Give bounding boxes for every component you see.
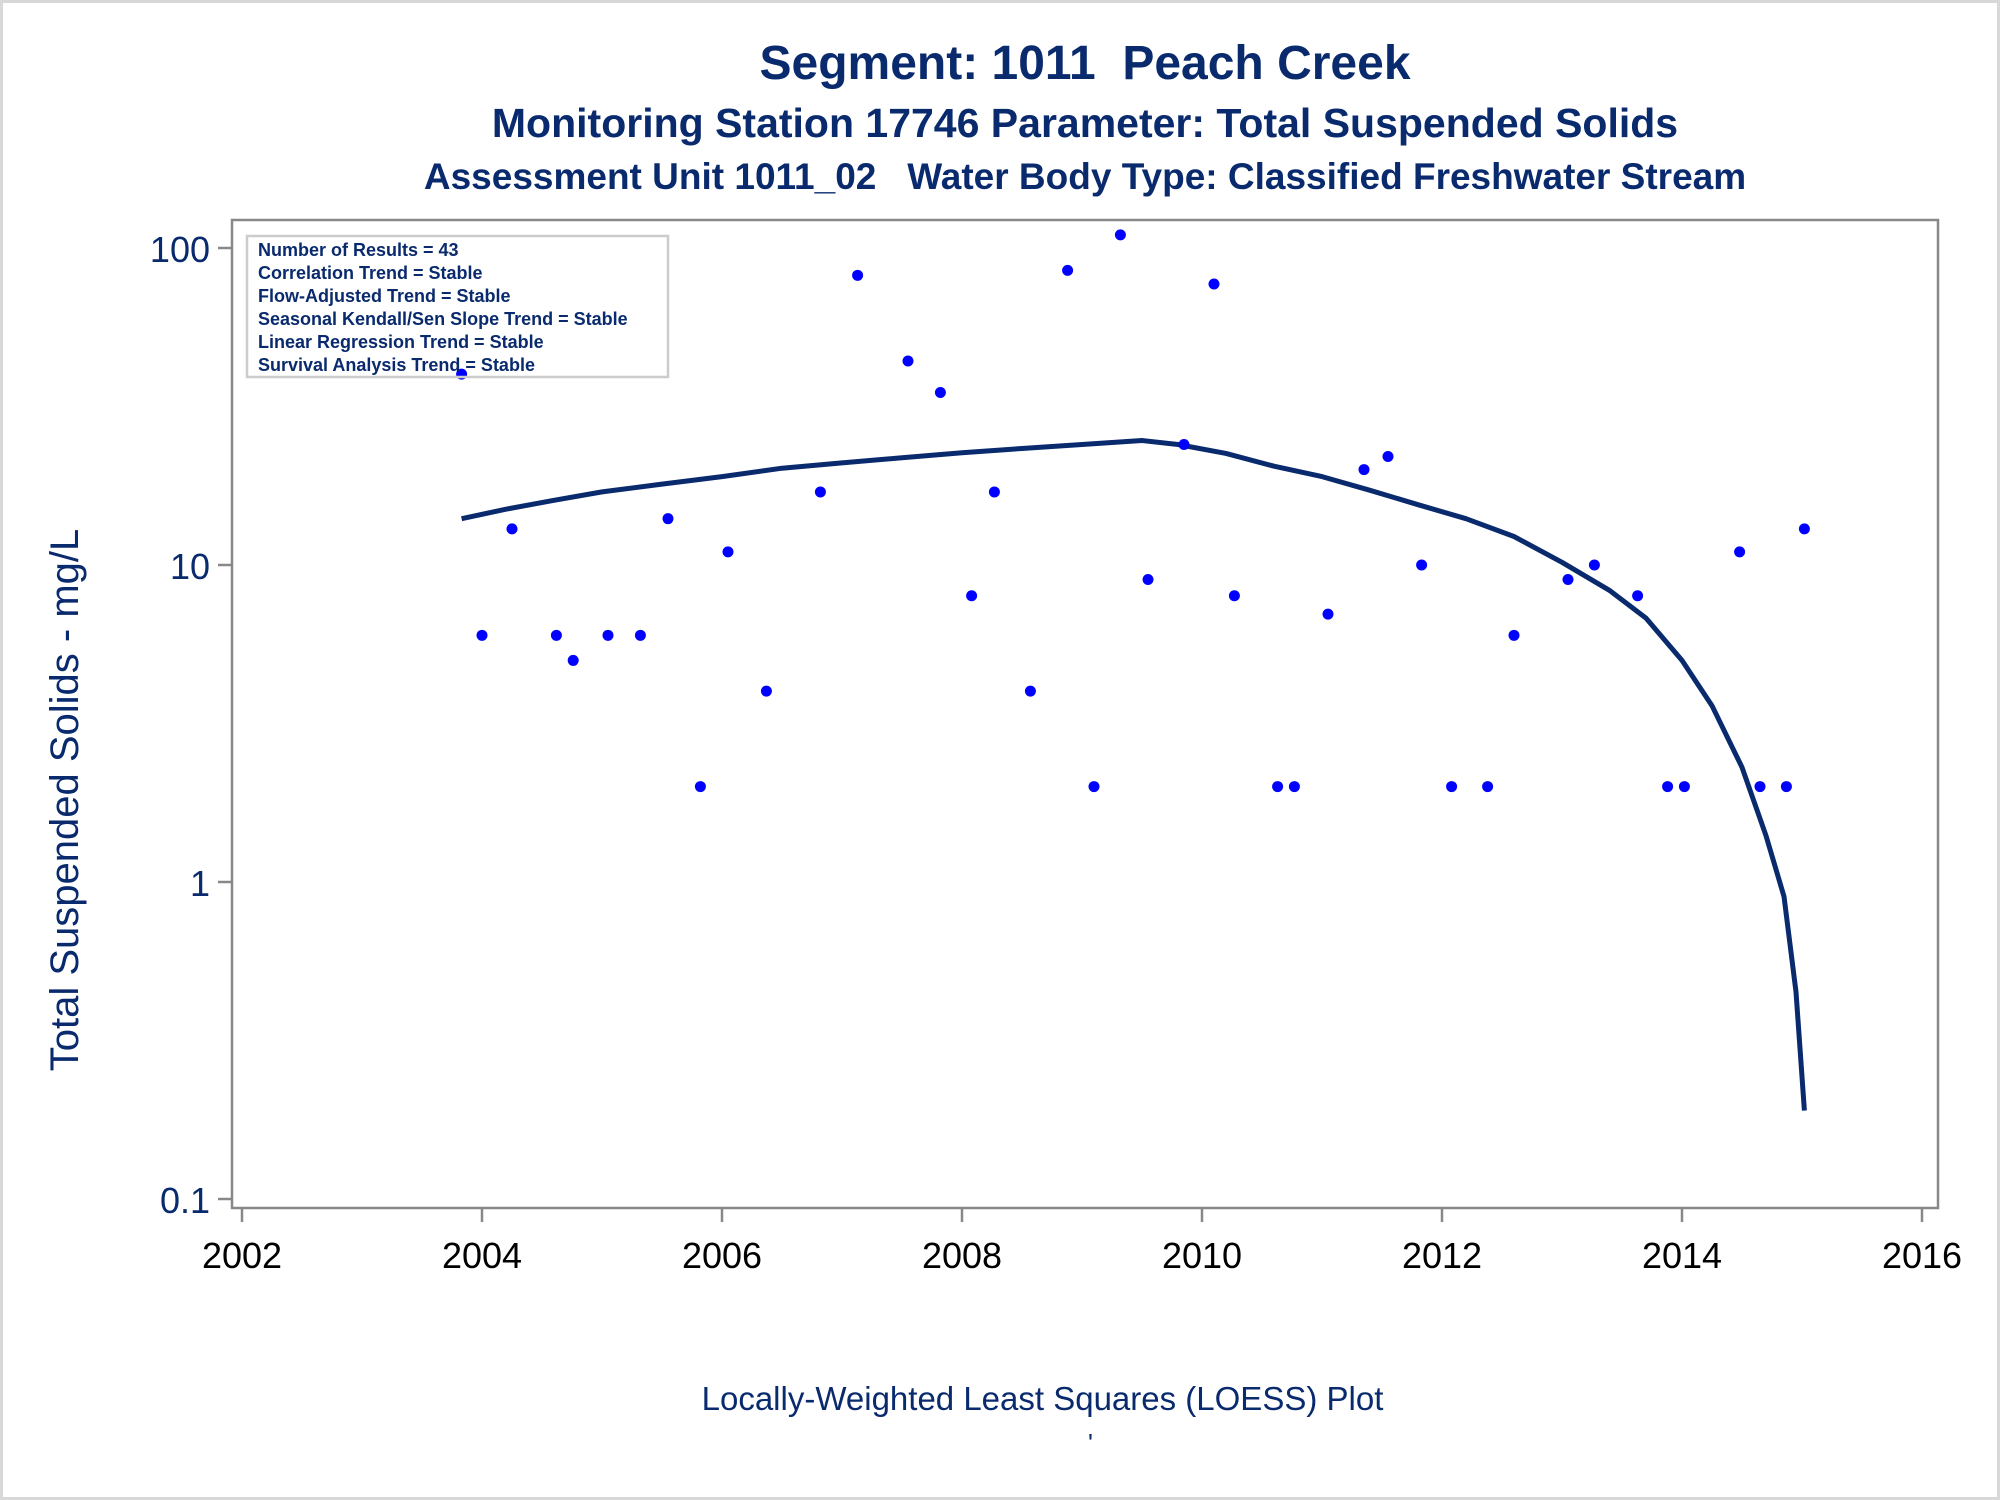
data-point <box>1508 629 1520 641</box>
data-point <box>1798 523 1810 535</box>
legend-entry: Number of Results = 43 <box>258 240 459 260</box>
stats-legend-box: Number of Results = 43 Correlation Trend … <box>245 234 670 379</box>
x-tick-label: 2016 <box>1882 1235 1962 1276</box>
legend-entry: Seasonal Kendall/Sen Slope Trend = Stabl… <box>258 309 628 329</box>
legend-entry: Flow-Adjusted Trend = Stable <box>258 286 511 306</box>
data-point <box>1208 278 1220 290</box>
loess-curve-layer <box>461 438 1807 1111</box>
data-point <box>1088 781 1100 793</box>
data-point <box>1662 781 1674 793</box>
data-points-layer <box>456 229 1810 793</box>
data-point <box>1562 574 1574 586</box>
data-point <box>662 513 674 525</box>
data-point <box>1632 590 1644 602</box>
data-point <box>902 355 914 367</box>
data-point <box>814 486 826 498</box>
y-tick-label: 1 <box>190 863 210 904</box>
x-tick-label: 2004 <box>442 1235 522 1276</box>
data-point <box>602 629 614 641</box>
y-axis-label: Total Suspended Solids - mg/L <box>43 529 87 1072</box>
data-point <box>550 629 562 641</box>
x-tick-label: 2010 <box>1162 1235 1242 1276</box>
data-point <box>1416 559 1428 571</box>
data-point <box>1588 559 1600 571</box>
data-point <box>1228 590 1240 602</box>
x-tick-label: 2008 <box>922 1235 1002 1276</box>
footnote-mark: ' <box>1088 1428 1093 1458</box>
x-tick-label: 2006 <box>682 1235 762 1276</box>
y-tick-label: 10 <box>170 546 210 587</box>
x-tick-label: 2002 <box>202 1235 282 1276</box>
legend-entry: Survival Analysis Trend = Stable <box>258 355 535 375</box>
x-axis: 2002 2004 2006 2008 2010 2012 2014 2016 <box>202 1208 1962 1276</box>
y-axis: 0.1 1 10 100 <box>150 229 232 1221</box>
data-point <box>1062 264 1074 276</box>
data-point <box>1178 438 1190 450</box>
data-point <box>567 654 579 666</box>
data-point <box>1734 546 1746 558</box>
data-point <box>476 629 488 641</box>
data-point <box>694 781 706 793</box>
data-point <box>634 629 646 641</box>
data-point <box>966 590 978 602</box>
plot-area <box>230 218 1940 1210</box>
data-point <box>1780 781 1792 793</box>
chart-subtitle-station: Monitoring Station 17746 Parameter: Tota… <box>491 100 1679 146</box>
plot-border <box>230 218 1940 1210</box>
data-point <box>1142 574 1154 586</box>
data-point <box>1272 781 1284 793</box>
legend-entry: Linear Regression Trend = Stable <box>258 332 544 352</box>
data-point <box>852 269 864 281</box>
loess-curve <box>461 438 1807 1111</box>
y-tick-label: 100 <box>150 229 210 270</box>
data-point <box>1322 608 1334 620</box>
x-tick-label: 2012 <box>1402 1235 1482 1276</box>
y-tick-label: 0.1 <box>160 1180 210 1221</box>
data-point <box>1678 781 1690 793</box>
data-point <box>1382 450 1394 462</box>
data-point <box>988 486 1000 498</box>
data-point <box>1288 781 1300 793</box>
chart-subtitle-assessment: Assessment Unit 1011_02 Water Body Type:… <box>423 156 1747 197</box>
data-point <box>506 523 518 535</box>
data-point <box>1114 229 1126 241</box>
legend-border <box>245 234 670 379</box>
data-point <box>934 387 946 399</box>
data-point <box>1754 781 1766 793</box>
data-point <box>760 685 772 697</box>
plot-footnote: Locally-Weighted Least Squares (LOESS) P… <box>701 1380 1384 1417</box>
data-point <box>722 546 734 558</box>
legend-entry: Correlation Trend = Stable <box>258 263 483 283</box>
data-point <box>1482 781 1494 793</box>
data-point <box>1358 464 1370 476</box>
data-point <box>1446 781 1458 793</box>
data-point <box>1024 685 1036 697</box>
chart-title: Segment: 1011 Peach Creek <box>759 37 1411 90</box>
x-tick-label: 2014 <box>1642 1235 1722 1276</box>
